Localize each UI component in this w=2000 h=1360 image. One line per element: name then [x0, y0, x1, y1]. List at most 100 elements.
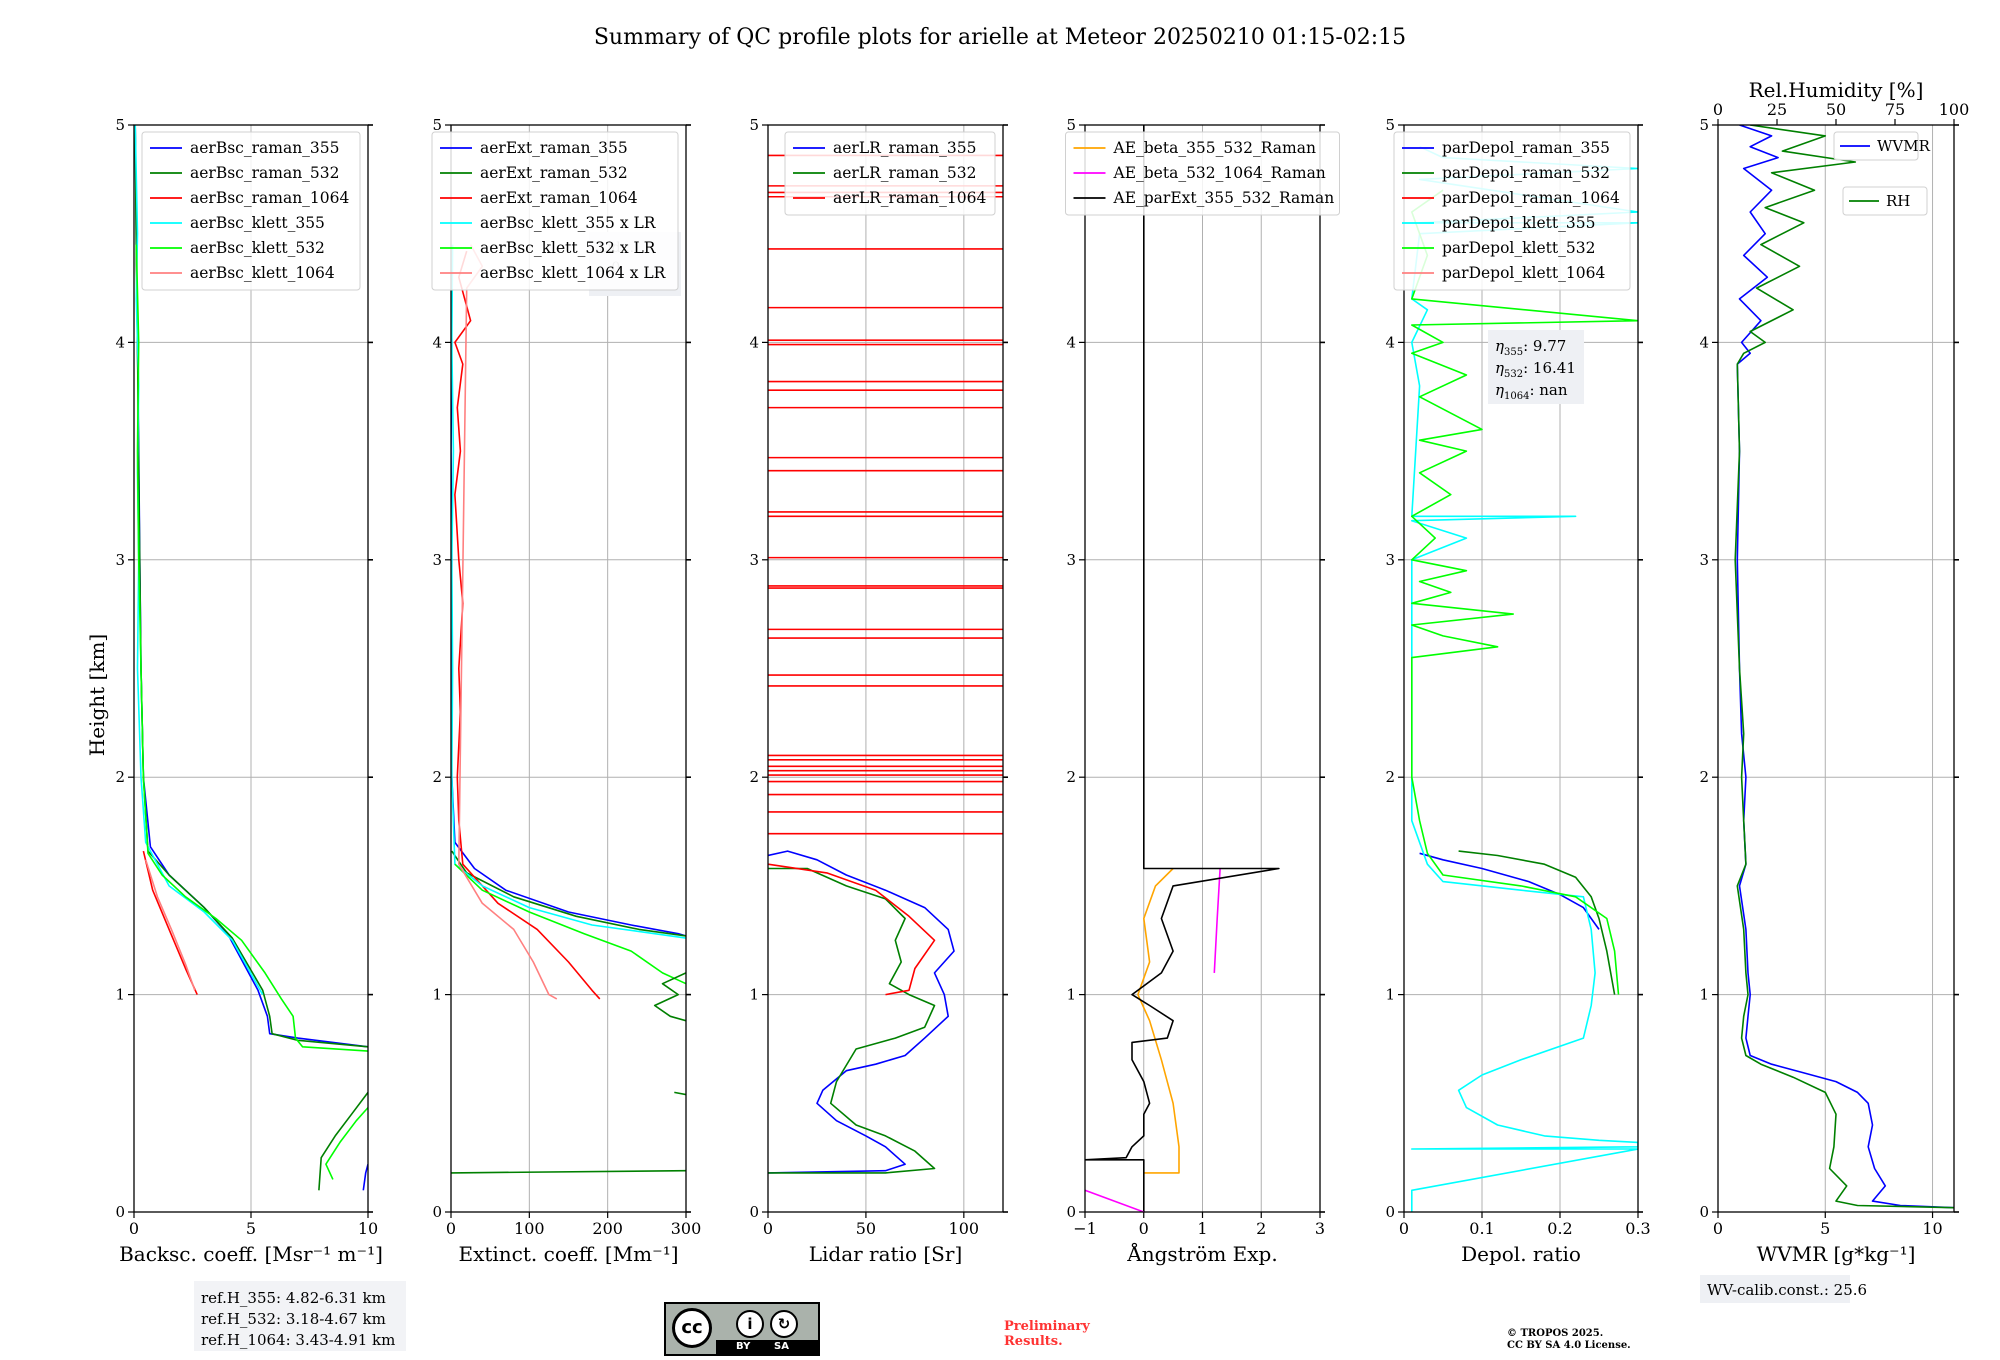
series-ae-beta-532-1064-raman [1213, 868, 1221, 973]
legend-box [1065, 131, 1340, 216]
x2-tick-label: 0 [1713, 100, 1723, 119]
eta-box-bg [1488, 330, 1584, 404]
legend-label: aerExt_raman_355 [480, 139, 628, 157]
y-tick-label: 5 [115, 116, 125, 134]
legend-label: aerBsc_klett_1064 [190, 264, 335, 282]
x-axis-label: Lidar ratio [Sr] [809, 1242, 963, 1266]
legend-label: WVMR [1877, 137, 1931, 155]
x-tick-label: 100 [514, 1219, 545, 1238]
x-axis-label: Ångström Exp. [1126, 1241, 1277, 1266]
legend-label: aerLR_raman_355 [833, 139, 976, 157]
ref-height-box: ref.H_355: 4.82-6.31 km ref.H_532: 3.18-… [194, 1281, 406, 1351]
copyright-line1: © TROPOS 2025. [1507, 1328, 1603, 1339]
x-tick-label: 50 [856, 1219, 876, 1238]
eta-subscript: 532 [1504, 369, 1523, 380]
legend-label: parDepol_raman_532 [1442, 164, 1610, 182]
y-tick-label: 1 [1066, 986, 1076, 1004]
y-tick-label: 3 [1066, 551, 1076, 569]
y-tick-label: 0 [115, 1203, 125, 1221]
cc-icon: cc [672, 1308, 712, 1348]
x-tick-label: 10 [358, 1219, 378, 1238]
y-tick-label: 1 [1699, 986, 1709, 1004]
x-tick-label: 0 [763, 1219, 773, 1238]
eta-symbol: η [1495, 359, 1504, 377]
x2-tick-label: 75 [1885, 100, 1905, 119]
series-pardepol-klett-532 [1411, 189, 1638, 995]
series-aerlr-raman-355 [768, 850, 955, 1174]
y-tick-label: 4 [432, 333, 442, 351]
legend-box [1833, 131, 1919, 161]
legend-label: aerExt_raman_532 [480, 164, 628, 182]
y-tick-label: 5 [432, 116, 442, 134]
series-aerext-raman-355 [451, 298, 686, 937]
panel-backscatter: 0 5 10 0 1 2 3 4 5 Backsc. coeff. [Msr⁻¹ m⁻¹] aerB… [115, 116, 382, 1266]
panel-depol: 0 0.1 0.2 0.3 0 1 2 3 4 5 Depol. ratio parDepol_ram… [1385, 116, 1650, 1266]
series-pardepol-raman-355 [1419, 852, 1600, 930]
x-tick-label: 300 [671, 1219, 702, 1238]
legend-label: aerLR_raman_1064 [833, 189, 986, 207]
x-tick-label: 0 [1713, 1219, 1723, 1238]
y-tick-label: 4 [1699, 333, 1709, 351]
eta-box: η355: 9.77 η532: 16.41 η1064: nan [1488, 330, 1584, 404]
x-tick-label: 10 [1922, 1219, 1942, 1238]
y-tick-label: 2 [1699, 768, 1709, 786]
legend-label: aerBsc_klett_532 x LR [480, 239, 657, 257]
series-rh [1734, 125, 1954, 1209]
y-tick-label: 2 [749, 768, 759, 786]
ref-height-355: ref.H_355: 4.82-6.31 km [201, 1289, 386, 1307]
ref-height-532: ref.H_532: 3.18-4.67 km [201, 1310, 386, 1328]
legend-label: aerBsc_klett_1064 x LR [480, 264, 667, 282]
y-tick-label: 5 [1699, 116, 1709, 134]
x-tick-label: 0 [129, 1219, 139, 1238]
y-tick-label: 5 [749, 116, 759, 134]
series-ae-parext-355-532-raman [1085, 125, 1280, 1212]
y-tick-label: 3 [749, 551, 759, 569]
cc-bar: BY SA [716, 1340, 818, 1354]
series-extra [653, 972, 686, 1022]
series-aerext-raman-1064 [454, 250, 601, 1000]
x-tick-label: 0.1 [1469, 1219, 1494, 1238]
legend-label: aerBsc_raman_532 [190, 164, 340, 182]
legend-box [1842, 186, 1928, 216]
y-tick-label: 2 [115, 768, 125, 786]
cc-by-label: BY [736, 1341, 751, 1352]
legend-label: AE_beta_532_1064_Raman [1113, 164, 1326, 182]
cc-sa-label: SA [774, 1341, 789, 1352]
x-tick-label: 5 [1820, 1219, 1830, 1238]
series-aerbsc-klett-355 [134, 125, 264, 995]
y-tick-label: 1 [432, 986, 442, 1004]
x-tick-label: 5 [246, 1219, 256, 1238]
legend-label: aerBsc_raman_1064 [190, 189, 350, 207]
cc-license-logo: cc i ↻ BY SA [664, 1302, 820, 1356]
y-tick-label: 5 [1066, 116, 1076, 134]
eta-value: : nan [1529, 381, 1567, 399]
y-tick-label: 0 [432, 1203, 442, 1221]
series-wvmr [1736, 125, 1954, 1209]
eta-subscript: 355 [1504, 347, 1523, 358]
wv-calib-const: WV-calib.const.: 25.6 [1707, 1281, 1867, 1299]
legend-label: parDepol_klett_355 [1442, 214, 1595, 232]
legend-label: aerBsc_raman_355 [190, 139, 340, 157]
series-extra [325, 1107, 368, 1180]
series-aerbsc-klett-1064-x-lr [458, 244, 558, 1000]
axes-frame [767, 124, 1004, 1213]
eta-value: : 16.41 [1523, 359, 1576, 377]
y-tick-label: 3 [432, 551, 442, 569]
legend-label: RH [1886, 192, 1910, 210]
x-tick-label: 100 [949, 1219, 980, 1238]
series-aerlr-raman-1064 [768, 863, 936, 996]
legend-label: AE_beta_355_532_Raman [1113, 139, 1316, 157]
series-group [1085, 125, 1280, 1212]
y-tick-label: 2 [1385, 768, 1395, 786]
y-tick-label: 0 [1066, 1203, 1076, 1221]
y-tick-label: 4 [749, 333, 759, 351]
series-aerbsc-klett-532 [135, 244, 368, 1052]
eta-355: η355: 9.77 [1495, 337, 1566, 358]
y-tick-label: 3 [115, 551, 125, 569]
y-tick-label: 2 [1066, 768, 1076, 786]
y-tick-label: 0 [749, 1203, 759, 1221]
y-axis-label: Height [km] [85, 634, 109, 756]
